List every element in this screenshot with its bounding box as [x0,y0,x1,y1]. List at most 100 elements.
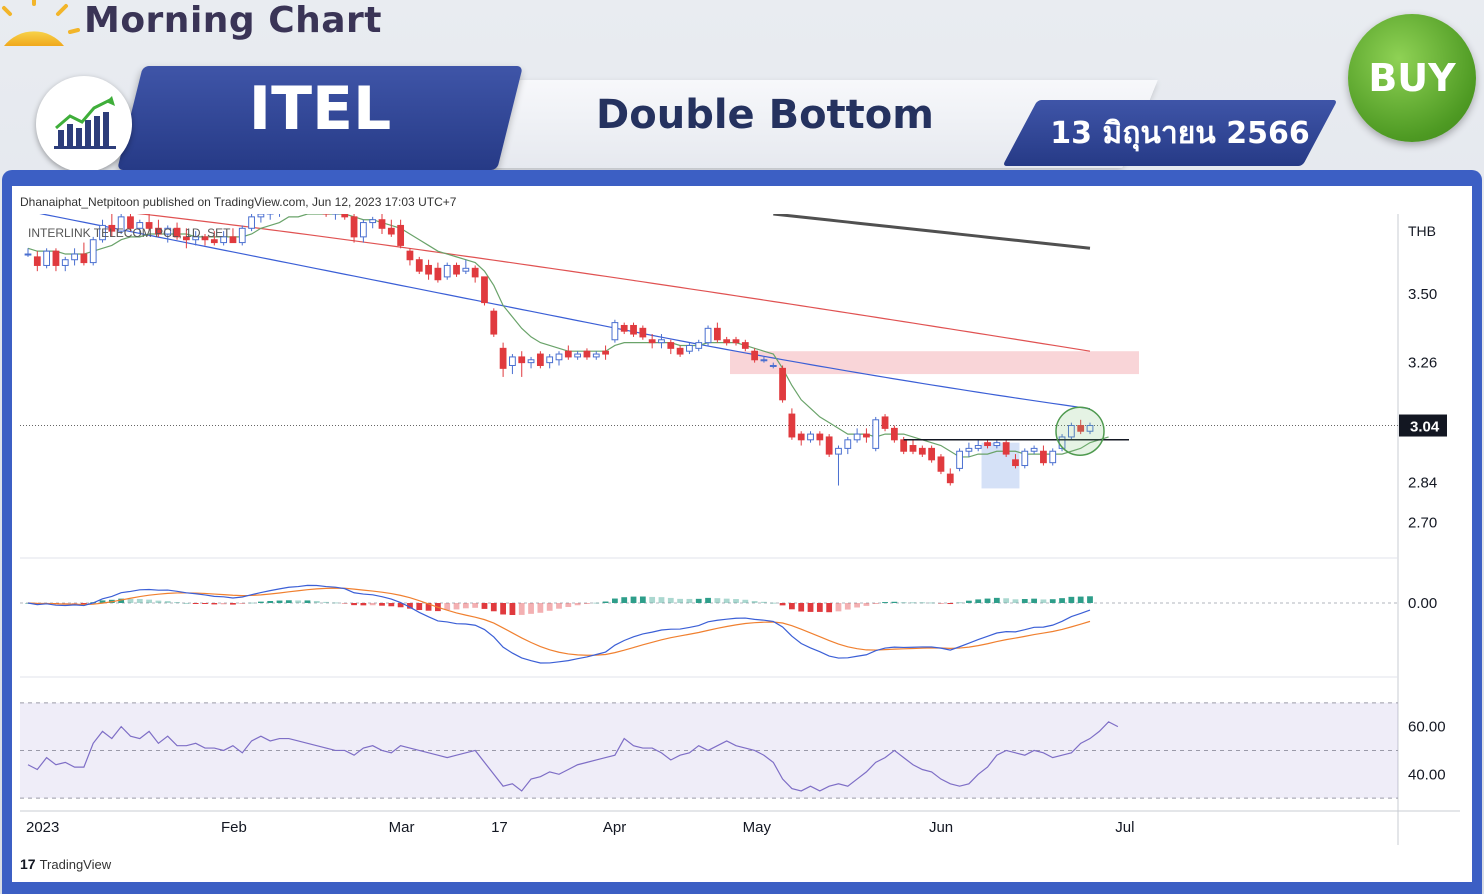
macd-histogram-bar [472,603,479,608]
candle [928,447,936,461]
candle [807,433,814,441]
candle [52,250,60,266]
candle [295,205,301,208]
pattern-name: Double Bottom [596,92,934,138]
candle [434,267,442,281]
macd-histogram-bar [966,600,972,603]
candle [844,439,852,449]
macd-histogram-bar [379,603,385,606]
candle [210,239,218,244]
macd-histogram-bar [276,600,283,603]
candle [974,445,982,449]
macd-histogram-bar [723,598,730,603]
ema-200-line [773,214,1091,250]
macd-histogram-bar [99,600,106,603]
macd-histogram-bar [481,603,488,609]
candle [788,413,796,438]
candle [248,216,255,229]
brand-header: Morning Chart [0,0,420,50]
candle [173,227,181,238]
macd-histogram-bar [202,603,208,604]
candle [965,447,973,452]
macd-histogram-bar [667,597,674,603]
macd-histogram-bar [81,603,87,604]
candle [229,236,237,244]
time-tick-label: Mar [389,819,415,836]
macd-histogram-bar [332,602,339,604]
macd-histogram-bar [677,598,683,603]
macd-histogram-bar [826,603,833,613]
candle [425,264,432,275]
macd-histogram-bar [313,600,320,603]
candle [387,227,395,235]
candle [155,227,162,235]
candle [108,224,116,232]
candle [648,339,656,344]
macd-histogram-bar [807,603,814,612]
macd-histogram-bar [686,598,693,603]
macd-histogram-bar [630,596,637,603]
macd-histogram-bar [407,603,413,609]
candle [341,214,349,218]
candle [816,433,824,441]
macd-histogram-bar [984,598,991,603]
candle [872,419,880,449]
candle [695,342,703,349]
candle [909,445,917,452]
candle [89,239,97,264]
candle [350,216,358,238]
macd-histogram-bar [369,603,376,606]
candle [462,267,470,272]
macd-histogram-bar [761,601,767,603]
macd-histogram-bar [62,603,69,604]
macd-histogram-bar [220,603,227,605]
candle [145,222,153,229]
macd-histogram-bar [323,601,329,603]
candle [620,324,628,332]
macd-histogram-bar [230,603,236,605]
macd-histogram-bar [136,598,143,603]
macd-histogram-bar [444,603,451,610]
candle [406,250,414,261]
macd-histogram-bar [462,603,469,609]
candle [266,214,274,215]
macd-histogram-bar [304,600,311,603]
bar-chart-icon [54,96,116,149]
macd-histogram-bar [789,603,795,610]
macd-histogram-bar [863,603,870,606]
currency-label: THB [1408,223,1436,239]
candle [825,436,833,455]
candle [518,356,526,364]
candle [723,339,731,344]
macd-histogram-bar [490,603,497,612]
chart-canvas [12,186,1472,882]
brand-title: Morning Chart [84,0,383,41]
buy-badge: BUY [1348,14,1476,142]
candle [639,327,647,338]
candle [164,227,172,235]
macd-histogram-bar [621,597,628,603]
candle [611,322,619,341]
macd-signal-line [27,587,1091,656]
candle [956,450,963,469]
time-tick-label: 2023 [26,819,59,836]
ema-mid-line [39,214,1091,410]
candle [1049,450,1057,464]
candle [43,250,51,266]
candle [1040,450,1047,464]
candle [332,214,339,215]
macd-histogram-bar [779,603,786,606]
candle [415,259,423,272]
candle [527,359,535,364]
macd-histogram-bar [127,598,134,603]
macd-histogram-bar [705,597,711,603]
macd-histogram-bar [537,603,544,613]
macd-histogram-bar [258,601,264,603]
candle [1030,447,1038,452]
candle [99,224,106,241]
candle [602,350,609,355]
candle [397,224,405,246]
candle [471,267,479,278]
candle [127,216,134,229]
price-tick-label: 3.26 [1408,355,1437,372]
